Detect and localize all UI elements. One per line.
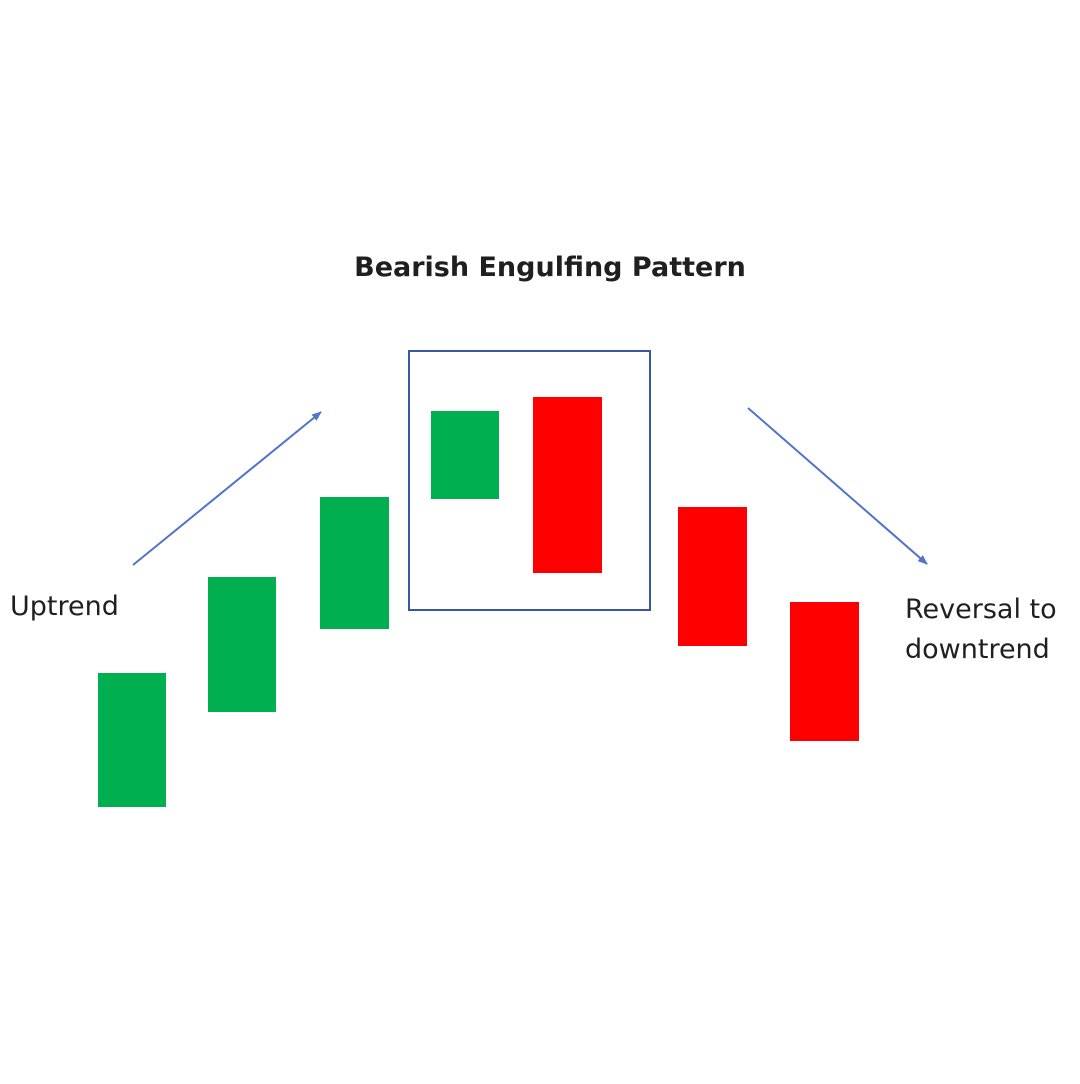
downtrend-arrow	[747, 407, 928, 565]
candle-3-bullish	[320, 497, 389, 629]
uptrend-arrow	[132, 411, 322, 566]
uptrend-label: Uptrend	[10, 591, 119, 622]
diagram-title: Bearish Engulfing Pattern	[354, 252, 746, 283]
candle-1-bullish	[98, 673, 166, 807]
reversal-label-line1: Reversal to	[905, 594, 1057, 625]
candle-4-bullish	[431, 411, 499, 499]
candle-6-bearish	[678, 507, 747, 646]
candle-7-bearish	[790, 602, 859, 741]
reversal-label-line2: downtrend	[905, 634, 1050, 665]
candle-5-bearish	[533, 397, 602, 573]
candle-2-bullish	[208, 577, 276, 712]
pattern-highlight-box	[408, 350, 651, 611]
reversal-label: Reversal to downtrend	[905, 590, 1057, 670]
